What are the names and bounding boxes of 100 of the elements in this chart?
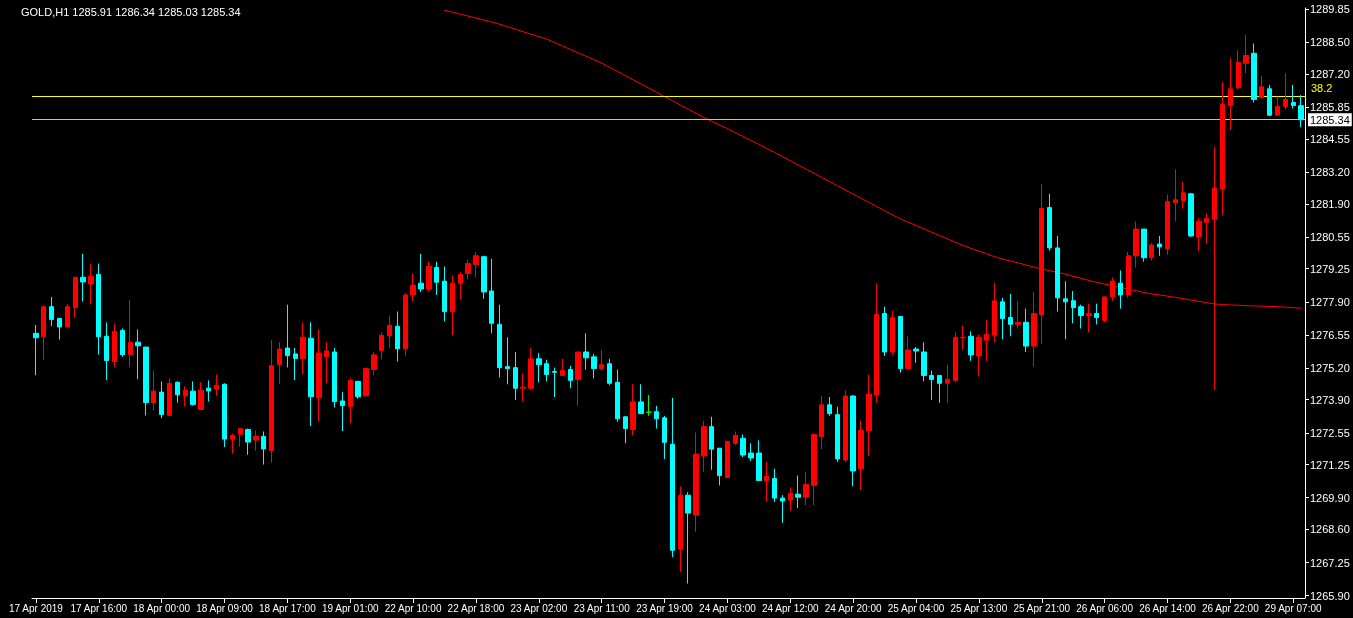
candlestick xyxy=(701,420,707,473)
candlestick xyxy=(795,475,801,509)
candlestick xyxy=(1086,303,1092,333)
x-tick-label: 23 Apr 02:00 xyxy=(510,602,568,614)
candlestick xyxy=(772,468,777,503)
candlestick xyxy=(591,353,597,379)
x-tick-label: 19 Apr 01:00 xyxy=(321,602,380,614)
candlestick xyxy=(1023,308,1029,353)
candlestick xyxy=(1141,228,1147,263)
candlestick xyxy=(316,328,322,422)
candlestick xyxy=(363,367,369,398)
candlestick xyxy=(198,381,204,410)
candlestick xyxy=(1031,291,1037,368)
candlestick xyxy=(725,440,730,479)
x-tick-label: 25 Apr 13:00 xyxy=(950,602,1008,614)
y-tick-label: 1277.90 xyxy=(1310,295,1350,308)
x-tick-label: 17 Apr 16:00 xyxy=(70,602,128,614)
candlestick xyxy=(465,259,471,280)
candlestick xyxy=(882,306,887,357)
candlestick xyxy=(953,331,958,382)
candlestick xyxy=(230,432,235,455)
candlestick xyxy=(1283,72,1288,110)
candlestick xyxy=(96,263,101,356)
candlestick xyxy=(544,359,549,382)
candlestick xyxy=(709,416,714,471)
candlestick xyxy=(206,379,211,403)
candlestick xyxy=(222,382,227,448)
x-tick-label: 18 Apr 17:00 xyxy=(259,602,317,614)
x-tick-label: 25 Apr 04:00 xyxy=(887,602,945,614)
candlestick xyxy=(976,333,982,377)
x-tick-label: 22 Apr 18:00 xyxy=(447,602,505,614)
candlestick xyxy=(497,304,502,378)
candlestick xyxy=(1063,280,1068,340)
candlestick xyxy=(615,369,620,423)
candlestick xyxy=(1243,34,1249,74)
y-tick-label: 1287.20 xyxy=(1310,68,1350,81)
candlestick xyxy=(1094,303,1099,325)
candlestick xyxy=(379,331,384,361)
candlestick xyxy=(1102,296,1107,323)
candlestick xyxy=(780,494,785,524)
candlestick xyxy=(984,319,989,362)
candlestick xyxy=(843,389,848,463)
candlestick xyxy=(214,373,219,397)
candlestick xyxy=(1228,57,1233,131)
candlestick xyxy=(442,266,447,322)
candlestick xyxy=(733,431,738,446)
candlestick xyxy=(348,377,353,424)
candlestick xyxy=(1165,194,1170,256)
candlestick xyxy=(57,317,62,341)
candlestick xyxy=(748,442,754,462)
candlestick xyxy=(898,315,903,374)
candlestick xyxy=(1047,193,1052,252)
candlestick xyxy=(65,303,70,328)
candlestick xyxy=(607,358,612,386)
x-tick-label: 29 Apr 07:00 xyxy=(1264,602,1323,614)
candlestick xyxy=(112,322,117,368)
candlestick xyxy=(104,321,109,381)
candlestick xyxy=(905,335,911,371)
candlestick xyxy=(929,370,934,401)
candlestick xyxy=(1204,212,1209,245)
candlestick xyxy=(434,261,439,296)
x-tick-label: 26 Apr 22:00 xyxy=(1201,602,1260,614)
candlestick xyxy=(1220,81,1225,216)
candlestick xyxy=(1055,235,1060,313)
y-tick-label: 1271.25 xyxy=(1310,458,1350,471)
candlestick xyxy=(49,296,54,327)
candlestick xyxy=(1126,251,1131,299)
candlestick xyxy=(293,347,298,381)
y-tick-label: 1272.55 xyxy=(1310,426,1350,439)
candlestick xyxy=(1196,217,1202,252)
candlestick xyxy=(387,314,392,349)
candlestick xyxy=(654,405,659,430)
candlestick xyxy=(403,292,408,357)
candlestick xyxy=(253,430,259,452)
x-tick-label: 23 Apr 19:00 xyxy=(636,602,694,614)
candlestick xyxy=(135,328,141,380)
candlestick xyxy=(450,274,455,336)
candlestick xyxy=(324,341,329,384)
x-tick-label: 18 Apr 00:00 xyxy=(133,602,191,614)
y-tick-label: 1288.50 xyxy=(1310,36,1350,49)
candlestick xyxy=(960,324,966,351)
x-tick-label: 24 Apr 12:00 xyxy=(761,602,820,614)
candlestick xyxy=(803,471,809,506)
candlestick xyxy=(552,367,557,398)
candlestick xyxy=(528,347,534,391)
candlestick xyxy=(1157,235,1162,257)
candlestick xyxy=(513,351,518,401)
candlestick xyxy=(788,486,793,512)
candlestick xyxy=(183,385,188,408)
candlestick xyxy=(33,324,39,376)
candlestick xyxy=(764,461,769,503)
candlestick xyxy=(159,380,164,419)
candlestick xyxy=(992,282,997,343)
y-tick-label: 1283.20 xyxy=(1310,166,1350,179)
candlestick xyxy=(913,346,919,364)
candlestick xyxy=(190,380,196,407)
x-tick-label: 18 Apr 09:00 xyxy=(196,602,254,614)
candlestick xyxy=(1188,192,1194,238)
candlestick xyxy=(1291,84,1296,109)
text: 38.2 xyxy=(1311,82,1333,95)
